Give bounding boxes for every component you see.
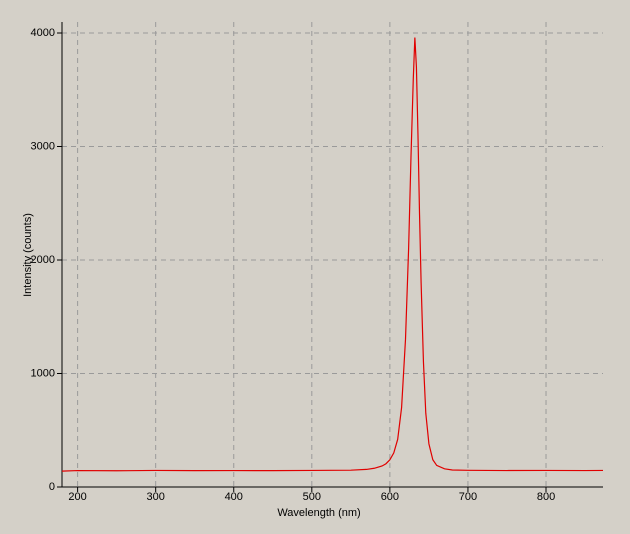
x-tick-label: 800 bbox=[537, 491, 555, 503]
x-tick-label: 500 bbox=[303, 491, 321, 503]
y-tick-label: 2000 bbox=[31, 254, 55, 266]
x-axis-label: Wavelength (nm) bbox=[277, 507, 360, 519]
y-axis-label: Intensity (counts) bbox=[22, 213, 34, 297]
y-tick-label: 3000 bbox=[31, 140, 55, 152]
x-tick-label: 200 bbox=[68, 491, 86, 503]
y-tick-label: 0 bbox=[49, 481, 55, 493]
x-tick-label: 600 bbox=[381, 491, 399, 503]
x-tick-label: 300 bbox=[146, 491, 164, 503]
x-tick-label: 400 bbox=[225, 491, 243, 503]
x-tick-label: 700 bbox=[459, 491, 477, 503]
y-tick-label: 4000 bbox=[31, 27, 55, 39]
data-line bbox=[61, 37, 604, 472]
y-tick-label: 1000 bbox=[31, 367, 55, 379]
